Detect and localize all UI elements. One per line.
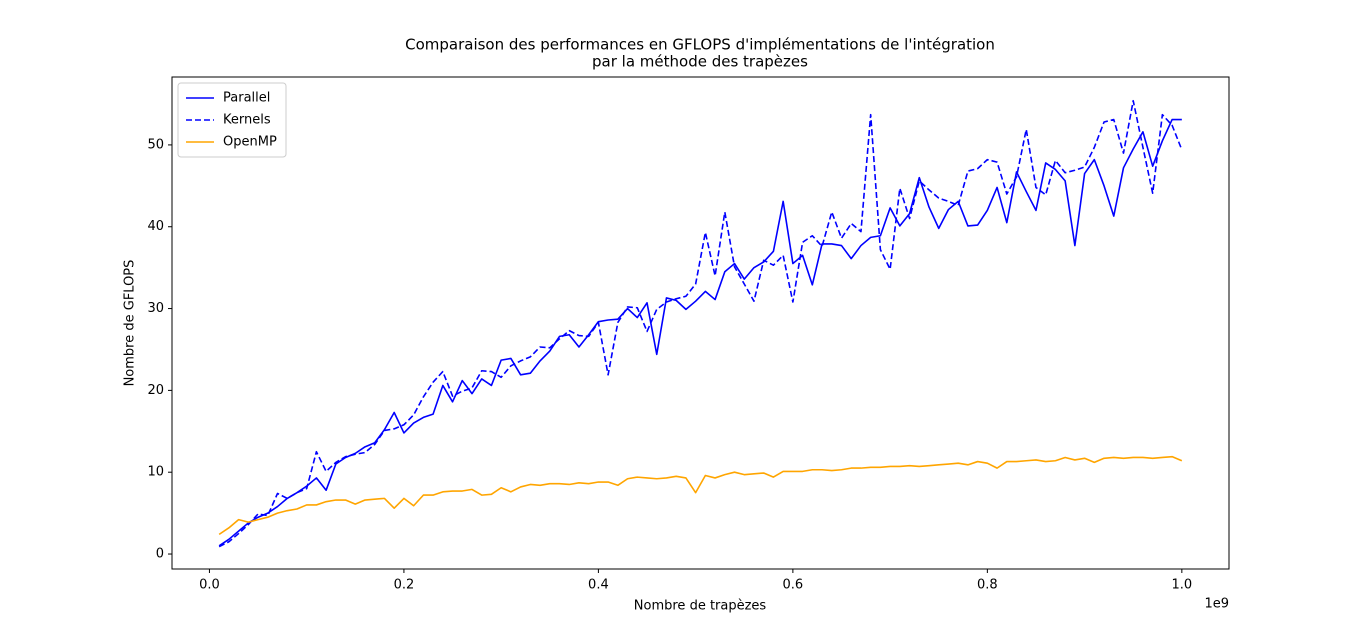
legend-box xyxy=(177,82,287,158)
legend-label: Parallel xyxy=(223,91,270,106)
y-tick-label: 20 xyxy=(147,383,164,398)
x-tick-label: 0.2 xyxy=(394,578,415,593)
y-tick-label: 50 xyxy=(147,137,164,152)
data-line xyxy=(218,118,1182,547)
legend-label: OpenMP xyxy=(223,135,277,150)
x-tick-label: 0.8 xyxy=(977,578,998,593)
data-line xyxy=(218,99,1183,548)
y-axis-label: Nombre de GFLOPS xyxy=(123,260,138,387)
x-tick-label: 0.4 xyxy=(588,578,609,593)
y-tick-label: 0 xyxy=(156,547,164,562)
chart-title: par la méthode des trapèzes xyxy=(592,53,808,71)
x-tick-label: 1.0 xyxy=(1171,578,1192,593)
x-axis-label: Nombre de trapèzes xyxy=(634,599,767,614)
chart-title: Comparaison des performances en GFLOPS d… xyxy=(405,36,995,54)
x-tick-label: 0.0 xyxy=(199,578,220,593)
x-tick-label: 0.6 xyxy=(783,578,804,593)
x-offset-label: 1e9 xyxy=(1204,597,1229,612)
y-tick-label: 10 xyxy=(147,465,164,480)
data-line xyxy=(218,455,1183,536)
y-tick-label: 40 xyxy=(147,219,164,234)
y-tick-label: 30 xyxy=(147,301,164,316)
plot-frame xyxy=(171,76,1230,570)
legend-label: Kernels xyxy=(223,113,271,128)
